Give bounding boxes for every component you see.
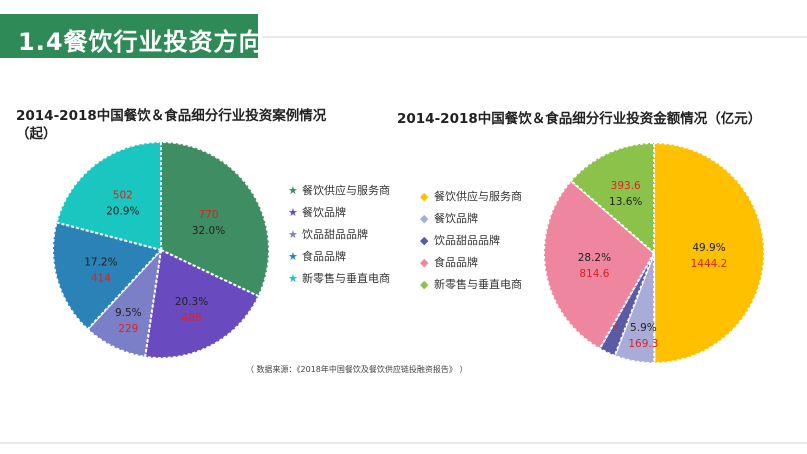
page-title: 1.4餐饮行业投资方向: [18, 28, 264, 56]
legend-item-1-0: ◆ 餐饮供应与服务商: [420, 188, 522, 204]
pie-slice-1-0: [653, 141, 766, 365]
pie-percent-label-1-0: 49.9%: [692, 242, 725, 254]
pie-slice-0-3: [52, 221, 163, 331]
pie-value-label-1-0: 1444.2: [691, 258, 728, 270]
chart-title-amount-line1: 2014-2018中国餐饮＆食品细分行业投资金额情况（亿元）: [397, 111, 762, 127]
legend-marker-icon: ★: [288, 184, 298, 197]
top-divider: [262, 36, 807, 38]
legend-cases: ★ 餐饮供应与服务商 ★ 餐饮品牌 ★ 饮品甜品品牌 ★ 食品品牌 ★ 新零售与垂直电商: [288, 182, 418, 292]
chart-title-cases: 2014-2018中国餐饮＆食品细分行业投资案例情况 （起）: [16, 107, 386, 143]
pie-value-label-1-1: 169.3: [628, 338, 658, 350]
pie-slice-0-4: [55, 140, 162, 252]
pie-value-label-0-0: 770: [198, 209, 218, 221]
legend-marker-icon: ◆: [420, 190, 429, 203]
legend-label: 餐饮品牌: [302, 206, 346, 219]
pie-slice-1-3: [543, 179, 656, 351]
pie-value-label-1-4: 393.6: [611, 180, 641, 192]
pie-slice-0-1: [143, 248, 260, 359]
pie-chart-amount: 49.9%1444.25.9%169.32.4%69.628.2%814.613…: [543, 141, 766, 365]
legend-label: 新零售与垂直电商: [302, 272, 390, 285]
pie-value-label-0-1: 488: [181, 312, 201, 324]
legend-label: 餐饮品牌: [434, 212, 478, 225]
pie-percent-label-1-4: 13.6%: [609, 196, 642, 208]
pie-value-label-0-4: 502: [113, 189, 133, 201]
legend-item-0-2: ★ 饮品甜品品牌: [288, 226, 368, 242]
chart-title-cases-line2: （起）: [16, 126, 57, 142]
pie-slice-1-4: [569, 141, 655, 256]
legend-marker-icon: ★: [288, 272, 298, 285]
legend-marker-icon: ◆: [420, 278, 429, 291]
legend-label: 餐饮供应与服务商: [434, 190, 522, 203]
legend-item-0-4: ★ 新零售与垂直电商: [288, 270, 390, 286]
legend-marker-icon: ◆: [420, 234, 429, 247]
legend-item-0-3: ★ 食品品牌: [288, 248, 346, 264]
legend-item-1-3: ◆ 食品品牌: [420, 254, 478, 270]
legend-label: 餐饮供应与服务商: [302, 184, 390, 197]
pie-value-label-0-3: 414: [91, 273, 111, 285]
chart-title-amount: 2014-2018中国餐饮＆食品细分行业投资金额情况（亿元）: [397, 110, 797, 128]
legend-marker-icon: ★: [288, 206, 298, 219]
data-source-note: （ 数据来源：《2018年中国餐饮及餐饮供应链投融资报告》 ）: [246, 365, 468, 374]
pie-percent-label-1-3: 28.2%: [578, 252, 611, 264]
legend-label: 饮品甜品品牌: [302, 228, 368, 241]
legend-item-1-4: ◆ 新零售与垂直电商: [420, 276, 522, 292]
pie-slice-0-0: [160, 140, 270, 298]
title-banner: 1.4餐饮行业投资方向: [0, 14, 263, 58]
pie-slice-1-1: [613, 252, 656, 365]
legend-label: 饮品甜品品牌: [434, 234, 500, 247]
pie-percent-label-0-4: 20.9%: [106, 205, 139, 217]
legend-item-0-1: ★ 餐饮品牌: [288, 204, 346, 220]
chart-title-cases-line1: 2014-2018中国餐饮＆食品细分行业投资案例情况: [16, 108, 327, 124]
pie-percent-label-0-1: 20.3%: [175, 296, 208, 308]
legend-marker-icon: ★: [288, 228, 298, 241]
pie-percent-label-0-3: 17.2%: [84, 257, 117, 269]
legend-label: 新零售与垂直电商: [434, 278, 522, 291]
pie-percent-label-1-1: 5.9%: [630, 322, 657, 334]
pie-value-label-1-3: 814.6: [579, 268, 609, 280]
legend-amount: ◆ 餐饮供应与服务商 ◆ 餐饮品牌 ◆ 饮品甜品品牌 ◆ 食品品牌 ◆ 新零售与垂直电商: [420, 188, 540, 298]
bottom-divider: [0, 442, 807, 444]
pie-slice-0-2: [86, 246, 163, 358]
legend-label: 食品品牌: [434, 256, 478, 269]
legend-marker-icon: ◆: [420, 212, 429, 225]
legend-item-1-1: ◆ 餐饮品牌: [420, 210, 478, 226]
legend-label: 食品品牌: [302, 250, 346, 263]
pie-chart-cases: 32.0% 770 20.3% 488 9.5% 229 17.2% 414 20.9% 502: [52, 140, 270, 359]
pie-percent-label-0-0: 32.0%: [192, 225, 225, 237]
pie-percent-label-0-2: 9.5%: [115, 307, 142, 319]
pie-value-label-0-2: 229: [118, 323, 138, 335]
legend-item-0-0: ★ 餐饮供应与服务商: [288, 182, 390, 198]
legend-item-1-2: ◆ 饮品甜品品牌: [420, 232, 500, 248]
legend-marker-icon: ◆: [420, 256, 429, 269]
legend-marker-icon: ★: [288, 250, 298, 263]
